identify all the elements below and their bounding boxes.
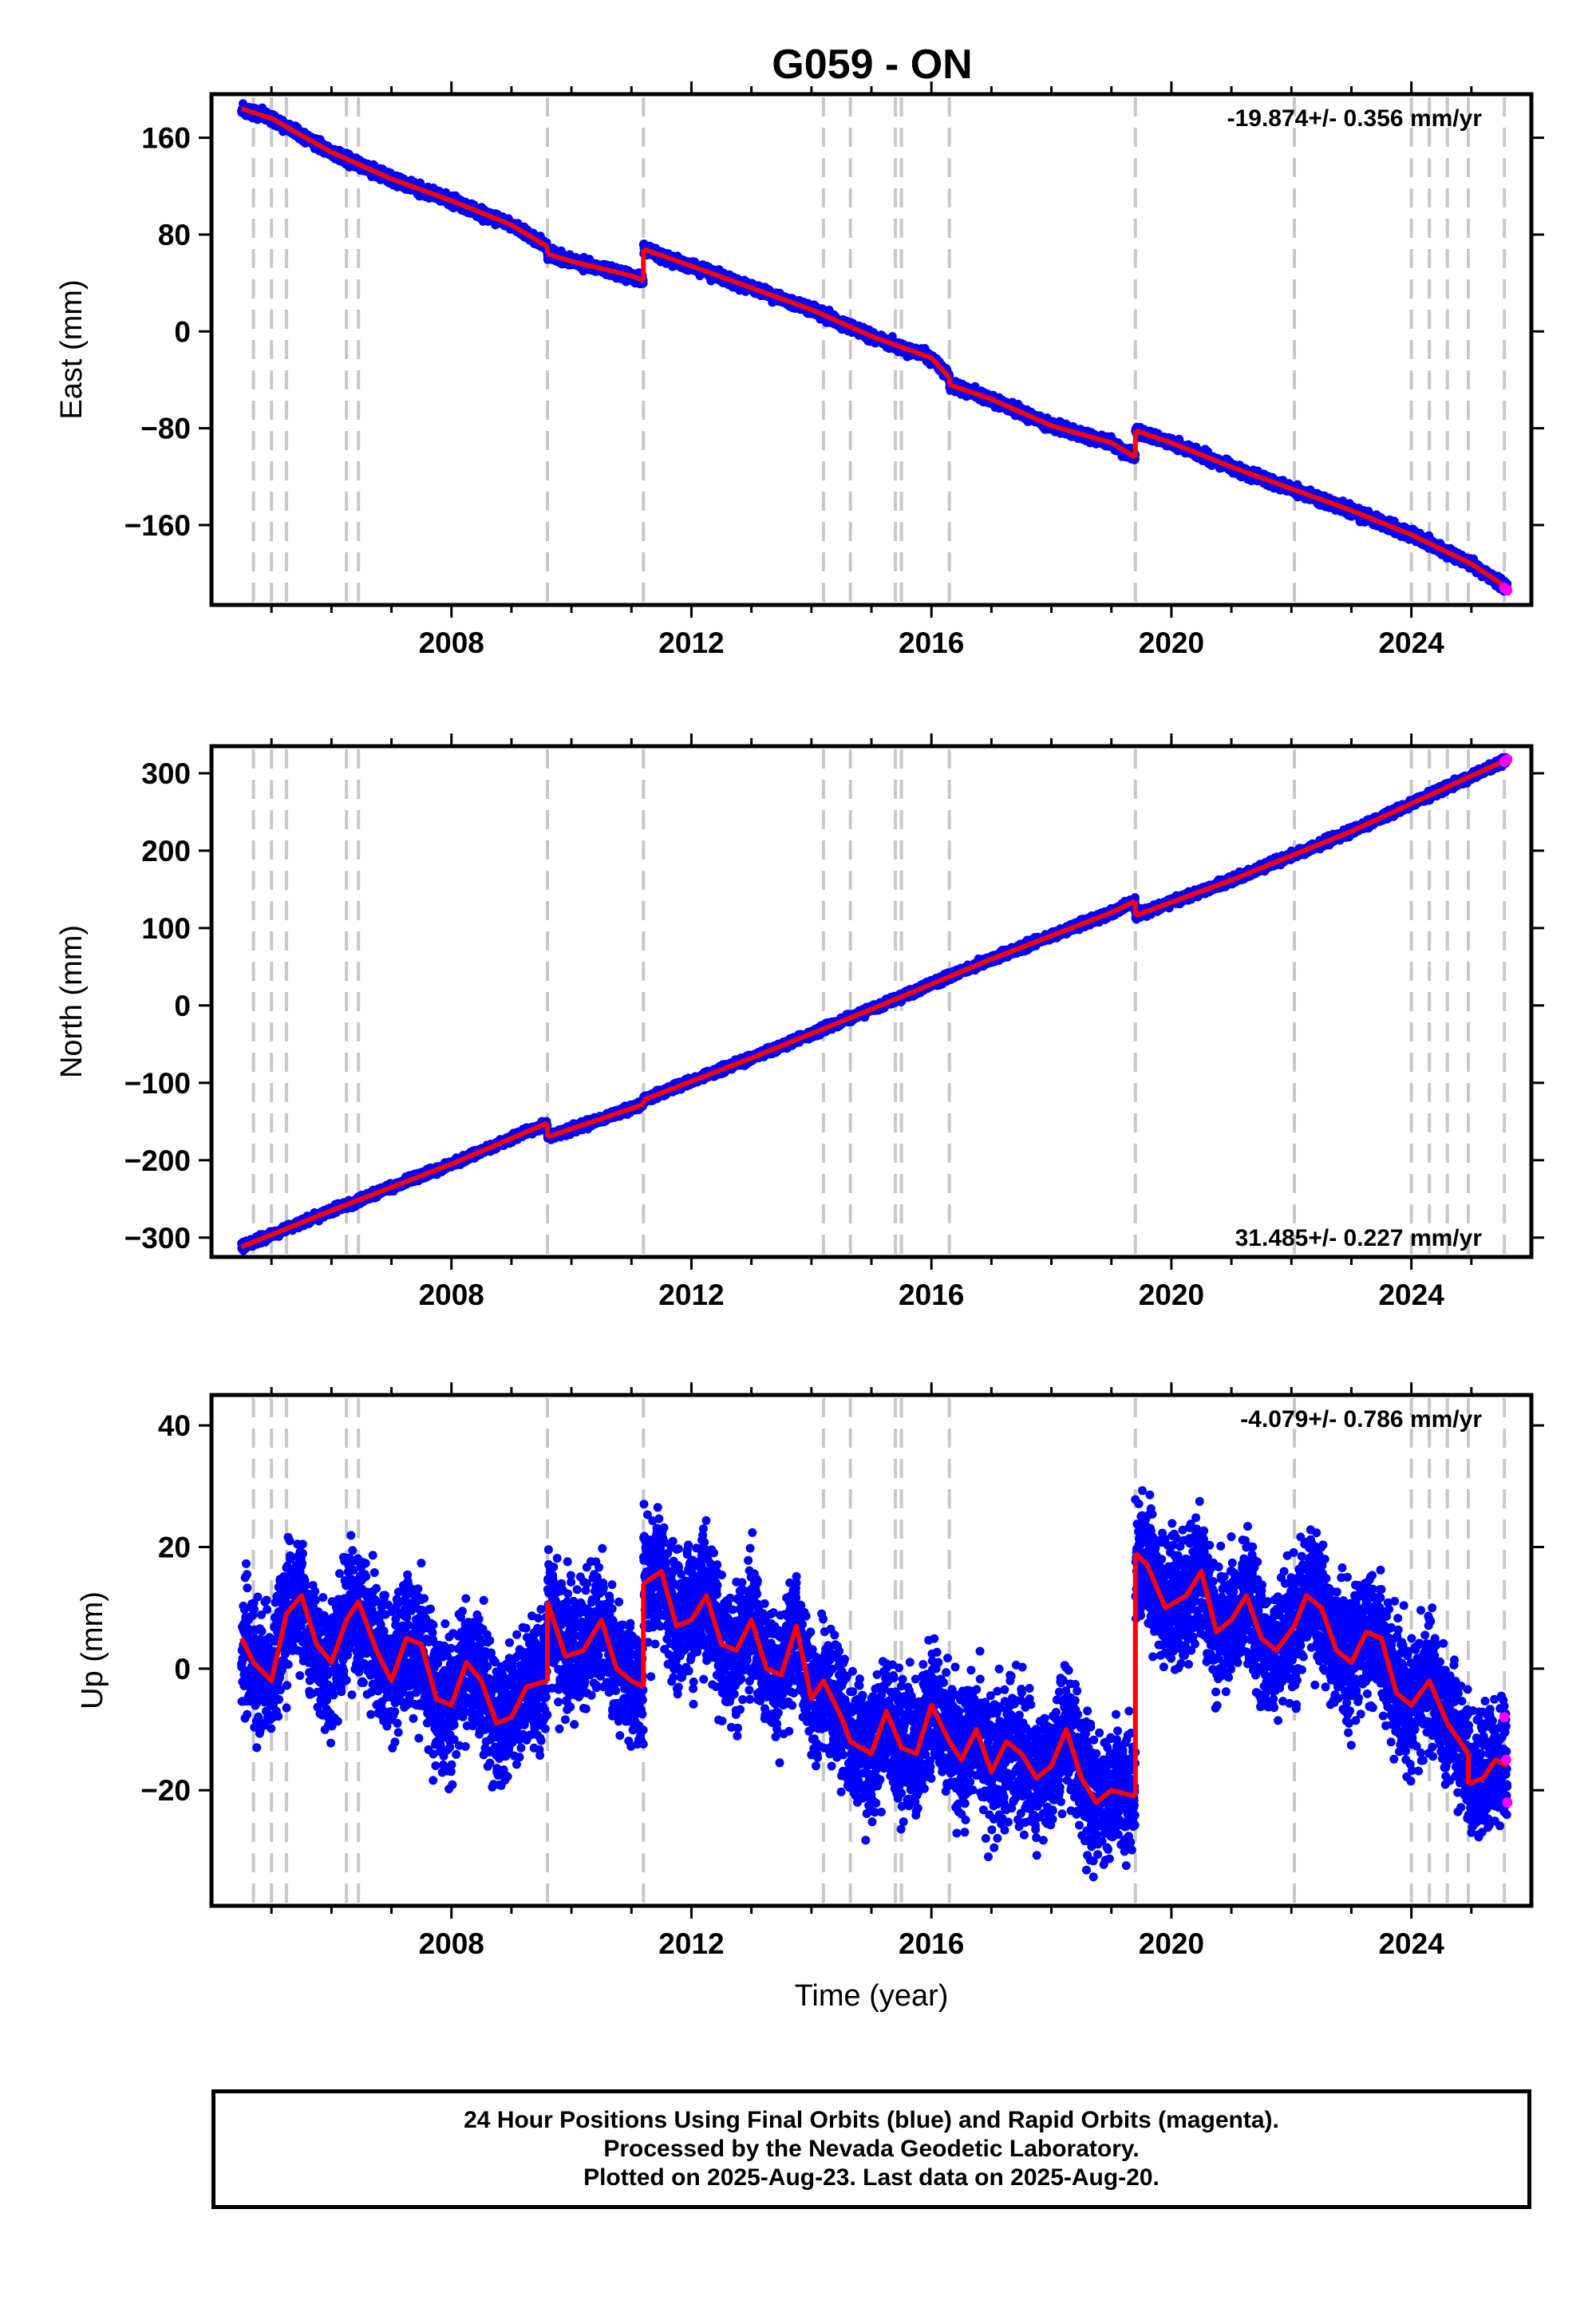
figure-title: G059 - ON: [772, 41, 972, 88]
plot-area: [237, 97, 1513, 602]
final-orbit-points: [237, 99, 1512, 596]
